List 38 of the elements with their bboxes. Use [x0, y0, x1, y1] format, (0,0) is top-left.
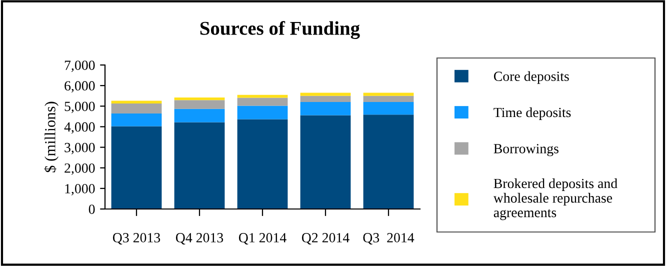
- x-tick-label: Q3 2013: [112, 233, 160, 244]
- bar: [174, 122, 225, 209]
- bar: [300, 96, 351, 102]
- bar: [363, 102, 414, 115]
- bar: [363, 114, 414, 209]
- bar: [300, 92, 351, 96]
- y-tick-label: 1,000: [65, 184, 95, 196]
- x-tick-label: Q4 2013: [176, 233, 224, 244]
- bar: [174, 100, 225, 109]
- bar: [111, 100, 162, 104]
- x-tick-label: Q1 2014: [238, 233, 286, 244]
- chart-title: Sources of Funding: [200, 21, 360, 39]
- bar: [111, 114, 162, 126]
- legend-label: Core deposits: [494, 71, 569, 84]
- bar: [111, 126, 162, 209]
- legend-label: Brokered deposits and wholesale repurchase agreements: [493, 178, 618, 220]
- bar: [300, 102, 351, 116]
- bar: [237, 98, 288, 106]
- legend-label: Time deposits: [494, 107, 571, 120]
- x-tick-label: Q3 2014: [363, 233, 414, 244]
- y-tick-label: 4,000: [64, 122, 95, 134]
- bar: [363, 96, 414, 102]
- bar: [174, 98, 225, 100]
- bar: [300, 115, 351, 209]
- y-axis-title: $ (millions): [44, 102, 58, 172]
- y-tick-label: 3,000: [64, 142, 95, 154]
- bar: [363, 92, 414, 96]
- y-tick-label: 5,000: [64, 102, 95, 114]
- y-tick-label: 6,000: [64, 81, 95, 93]
- x-tick-label: Q2 2014: [302, 233, 350, 244]
- y-tick-label: 7,000: [64, 60, 95, 72]
- bar: [237, 106, 288, 120]
- bar: [111, 103, 162, 114]
- legend-label: Borrowings: [494, 144, 558, 156]
- bar: [174, 108, 225, 122]
- bar: [237, 119, 288, 209]
- y-tick-label: 0: [88, 204, 95, 214]
- y-tick-label: 2,000: [64, 163, 95, 175]
